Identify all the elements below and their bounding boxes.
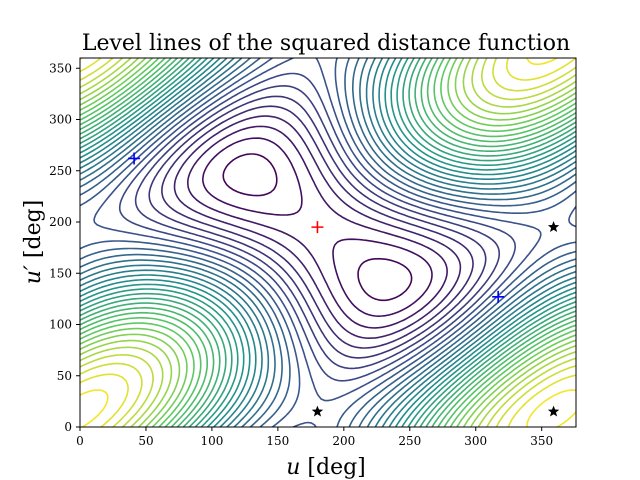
contour-level — [80, 58, 576, 427]
x-axis-label: u [deg] — [286, 455, 366, 480]
contour-level — [80, 58, 576, 427]
x-tick-label: 250 — [398, 434, 421, 448]
y-axis-label-unit: [deg] — [21, 200, 46, 258]
x-tick-label: 100 — [200, 434, 223, 448]
contour-level — [118, 72, 516, 382]
y-tick-label: 200 — [49, 215, 72, 229]
contour-level — [80, 58, 576, 427]
contour-level — [80, 58, 576, 427]
x-tick-label: 200 — [332, 434, 355, 448]
x-tick-label: 350 — [530, 434, 553, 448]
plot-frame — [79, 57, 577, 428]
y-tick-label: 300 — [49, 113, 72, 127]
contour-level — [80, 58, 576, 427]
chart-title: Level lines of the squared distance func… — [82, 31, 570, 56]
y-axis: 0 50 100 150 200 250 300 350 — [49, 61, 80, 434]
x-axis-label-symbol: u — [286, 455, 300, 480]
contour-level — [80, 58, 576, 427]
contour-level — [80, 58, 576, 427]
x-axis: 0 50 100 150 200 250 300 350 — [76, 427, 553, 448]
contour-level — [80, 58, 576, 427]
y-axis-label: u′ [deg] — [21, 200, 46, 285]
contour-level — [80, 58, 576, 427]
x-tick-label: 0 — [76, 434, 84, 448]
saddle-3-marker — [547, 405, 560, 417]
contour-level — [80, 58, 576, 427]
contour-level — [80, 58, 576, 427]
saddle-1-marker — [547, 221, 560, 232]
contour-level — [80, 58, 576, 427]
contour-level — [80, 58, 576, 427]
contour-level — [80, 58, 576, 427]
critical-point-markers — [128, 152, 560, 417]
contour-level — [187, 125, 448, 329]
contour-level — [134, 85, 500, 370]
contour-level — [80, 58, 576, 427]
contour-level — [222, 153, 413, 302]
y-tick-label: 100 — [49, 318, 72, 332]
x-tick-label: 150 — [266, 434, 289, 448]
contour-level — [80, 58, 576, 427]
y-tick-label: 50 — [57, 369, 72, 383]
y-tick-label: 250 — [49, 164, 72, 178]
contour-level — [80, 58, 576, 427]
contour-level — [80, 58, 576, 427]
contour-level — [80, 58, 576, 427]
contour-level — [80, 58, 576, 427]
contour-level — [161, 105, 474, 349]
contour-level — [80, 58, 576, 427]
maximum-marker — [311, 221, 324, 234]
contour-level — [80, 58, 576, 427]
x-tick-label: 50 — [138, 434, 153, 448]
contour-level — [148, 95, 487, 359]
contour-lines — [80, 58, 576, 427]
contour-level — [80, 58, 576, 427]
saddle-2-marker — [311, 405, 324, 417]
y-tick-label: 0 — [64, 420, 72, 434]
minimum-1-marker — [128, 152, 141, 165]
y-tick-label: 350 — [49, 61, 72, 75]
contour-level — [80, 58, 576, 427]
y-axis-label-symbol: u′ — [21, 265, 46, 284]
contour-level — [173, 115, 462, 339]
x-tick-label: 300 — [464, 434, 487, 448]
y-tick-label: 150 — [49, 266, 72, 280]
contour-level — [202, 137, 433, 317]
contour-level — [80, 58, 576, 427]
x-axis-label-unit: [deg] — [307, 455, 365, 480]
minimum-2-marker — [492, 290, 505, 303]
contour-level — [93, 58, 576, 427]
